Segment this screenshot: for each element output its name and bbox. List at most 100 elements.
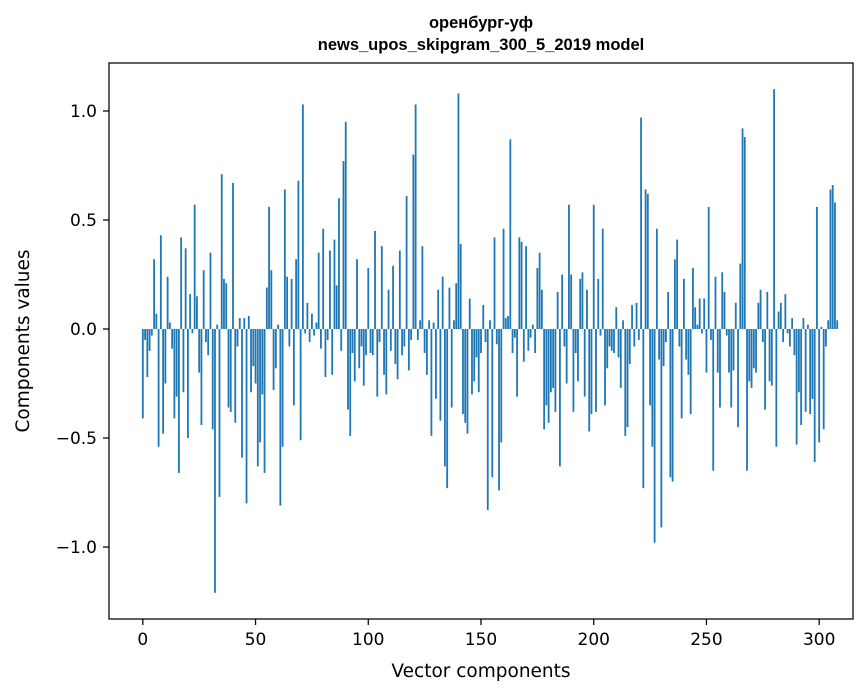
bar bbox=[182, 329, 185, 393]
bar bbox=[297, 180, 300, 330]
chart-title: оренбург-уф bbox=[429, 14, 533, 32]
bar bbox=[676, 239, 679, 330]
bar bbox=[453, 320, 455, 330]
bar bbox=[448, 287, 451, 330]
bar bbox=[227, 329, 230, 408]
bar bbox=[561, 274, 564, 330]
bar bbox=[358, 329, 361, 369]
bar bbox=[349, 329, 352, 436]
bar bbox=[263, 329, 266, 473]
bar bbox=[710, 329, 712, 340]
bar bbox=[216, 324, 219, 330]
bar bbox=[689, 329, 692, 415]
bar bbox=[254, 329, 257, 384]
bar bbox=[342, 161, 345, 330]
bar bbox=[205, 329, 207, 343]
bar bbox=[365, 329, 367, 356]
bar bbox=[324, 329, 327, 377]
x-tick-label: 100 bbox=[352, 630, 384, 650]
bar bbox=[288, 329, 291, 347]
bar bbox=[486, 329, 489, 510]
bar bbox=[218, 329, 221, 497]
bar bbox=[202, 270, 205, 330]
bar bbox=[401, 329, 403, 356]
bar bbox=[252, 329, 255, 367]
bar bbox=[599, 329, 602, 336]
y-axis-ticks: −1.0 −0.5 0.0 0.5 1.0 bbox=[56, 102, 109, 558]
bar bbox=[545, 329, 548, 406]
bar bbox=[768, 329, 771, 382]
bar bbox=[376, 329, 379, 397]
bar bbox=[739, 263, 742, 330]
bar bbox=[295, 259, 298, 330]
bar bbox=[538, 252, 541, 329]
bar bbox=[150, 329, 153, 336]
bar bbox=[243, 318, 246, 330]
bar bbox=[245, 329, 248, 504]
bar bbox=[392, 265, 394, 330]
x-tick-label: 250 bbox=[690, 630, 722, 650]
bar bbox=[214, 329, 216, 593]
bar bbox=[511, 329, 514, 353]
bar bbox=[313, 329, 316, 336]
bar bbox=[299, 329, 302, 441]
bar bbox=[493, 237, 496, 330]
bar bbox=[475, 329, 478, 358]
bar bbox=[250, 329, 252, 393]
bar bbox=[642, 329, 645, 489]
bar bbox=[383, 329, 385, 375]
bar bbox=[540, 289, 543, 330]
bar bbox=[374, 230, 376, 330]
bar bbox=[581, 272, 584, 330]
bar bbox=[320, 329, 322, 349]
bar bbox=[502, 228, 505, 330]
bar bbox=[238, 318, 241, 330]
bar bbox=[407, 329, 410, 371]
bar bbox=[703, 298, 706, 330]
bar bbox=[416, 329, 419, 340]
bar bbox=[608, 329, 611, 347]
bar bbox=[705, 329, 708, 373]
bar bbox=[148, 329, 151, 351]
bar bbox=[637, 329, 640, 340]
bar bbox=[290, 278, 293, 330]
bar bbox=[683, 278, 685, 330]
bar bbox=[800, 329, 803, 425]
bar bbox=[764, 329, 766, 410]
bar bbox=[610, 329, 613, 351]
bar bbox=[141, 329, 144, 419]
bar bbox=[367, 267, 370, 330]
bar bbox=[283, 189, 286, 330]
bar bbox=[518, 237, 521, 330]
bar bbox=[698, 298, 701, 330]
bar bbox=[662, 329, 665, 367]
y-tick-label: −1.0 bbox=[56, 538, 97, 558]
bar bbox=[484, 329, 487, 343]
bar bbox=[766, 291, 769, 330]
bar bbox=[563, 329, 566, 347]
bar bbox=[565, 329, 568, 384]
bar bbox=[200, 329, 203, 425]
bars-group bbox=[141, 89, 839, 593]
bar bbox=[441, 276, 444, 330]
bar bbox=[261, 329, 264, 395]
bar bbox=[168, 322, 171, 330]
bar bbox=[471, 329, 473, 395]
bar bbox=[759, 289, 762, 330]
x-axis-label: Vector components bbox=[391, 661, 570, 682]
bar bbox=[432, 322, 435, 330]
bar bbox=[444, 329, 446, 467]
bar bbox=[380, 246, 383, 329]
bar bbox=[329, 250, 331, 329]
bar bbox=[301, 104, 304, 330]
bar bbox=[775, 329, 778, 447]
bar bbox=[272, 329, 275, 391]
bar bbox=[500, 329, 503, 443]
bar bbox=[520, 241, 523, 330]
bar bbox=[822, 329, 825, 430]
bar bbox=[723, 291, 726, 330]
bar bbox=[353, 329, 356, 382]
bar bbox=[308, 329, 311, 343]
bar bbox=[331, 329, 334, 375]
bar bbox=[378, 329, 381, 343]
